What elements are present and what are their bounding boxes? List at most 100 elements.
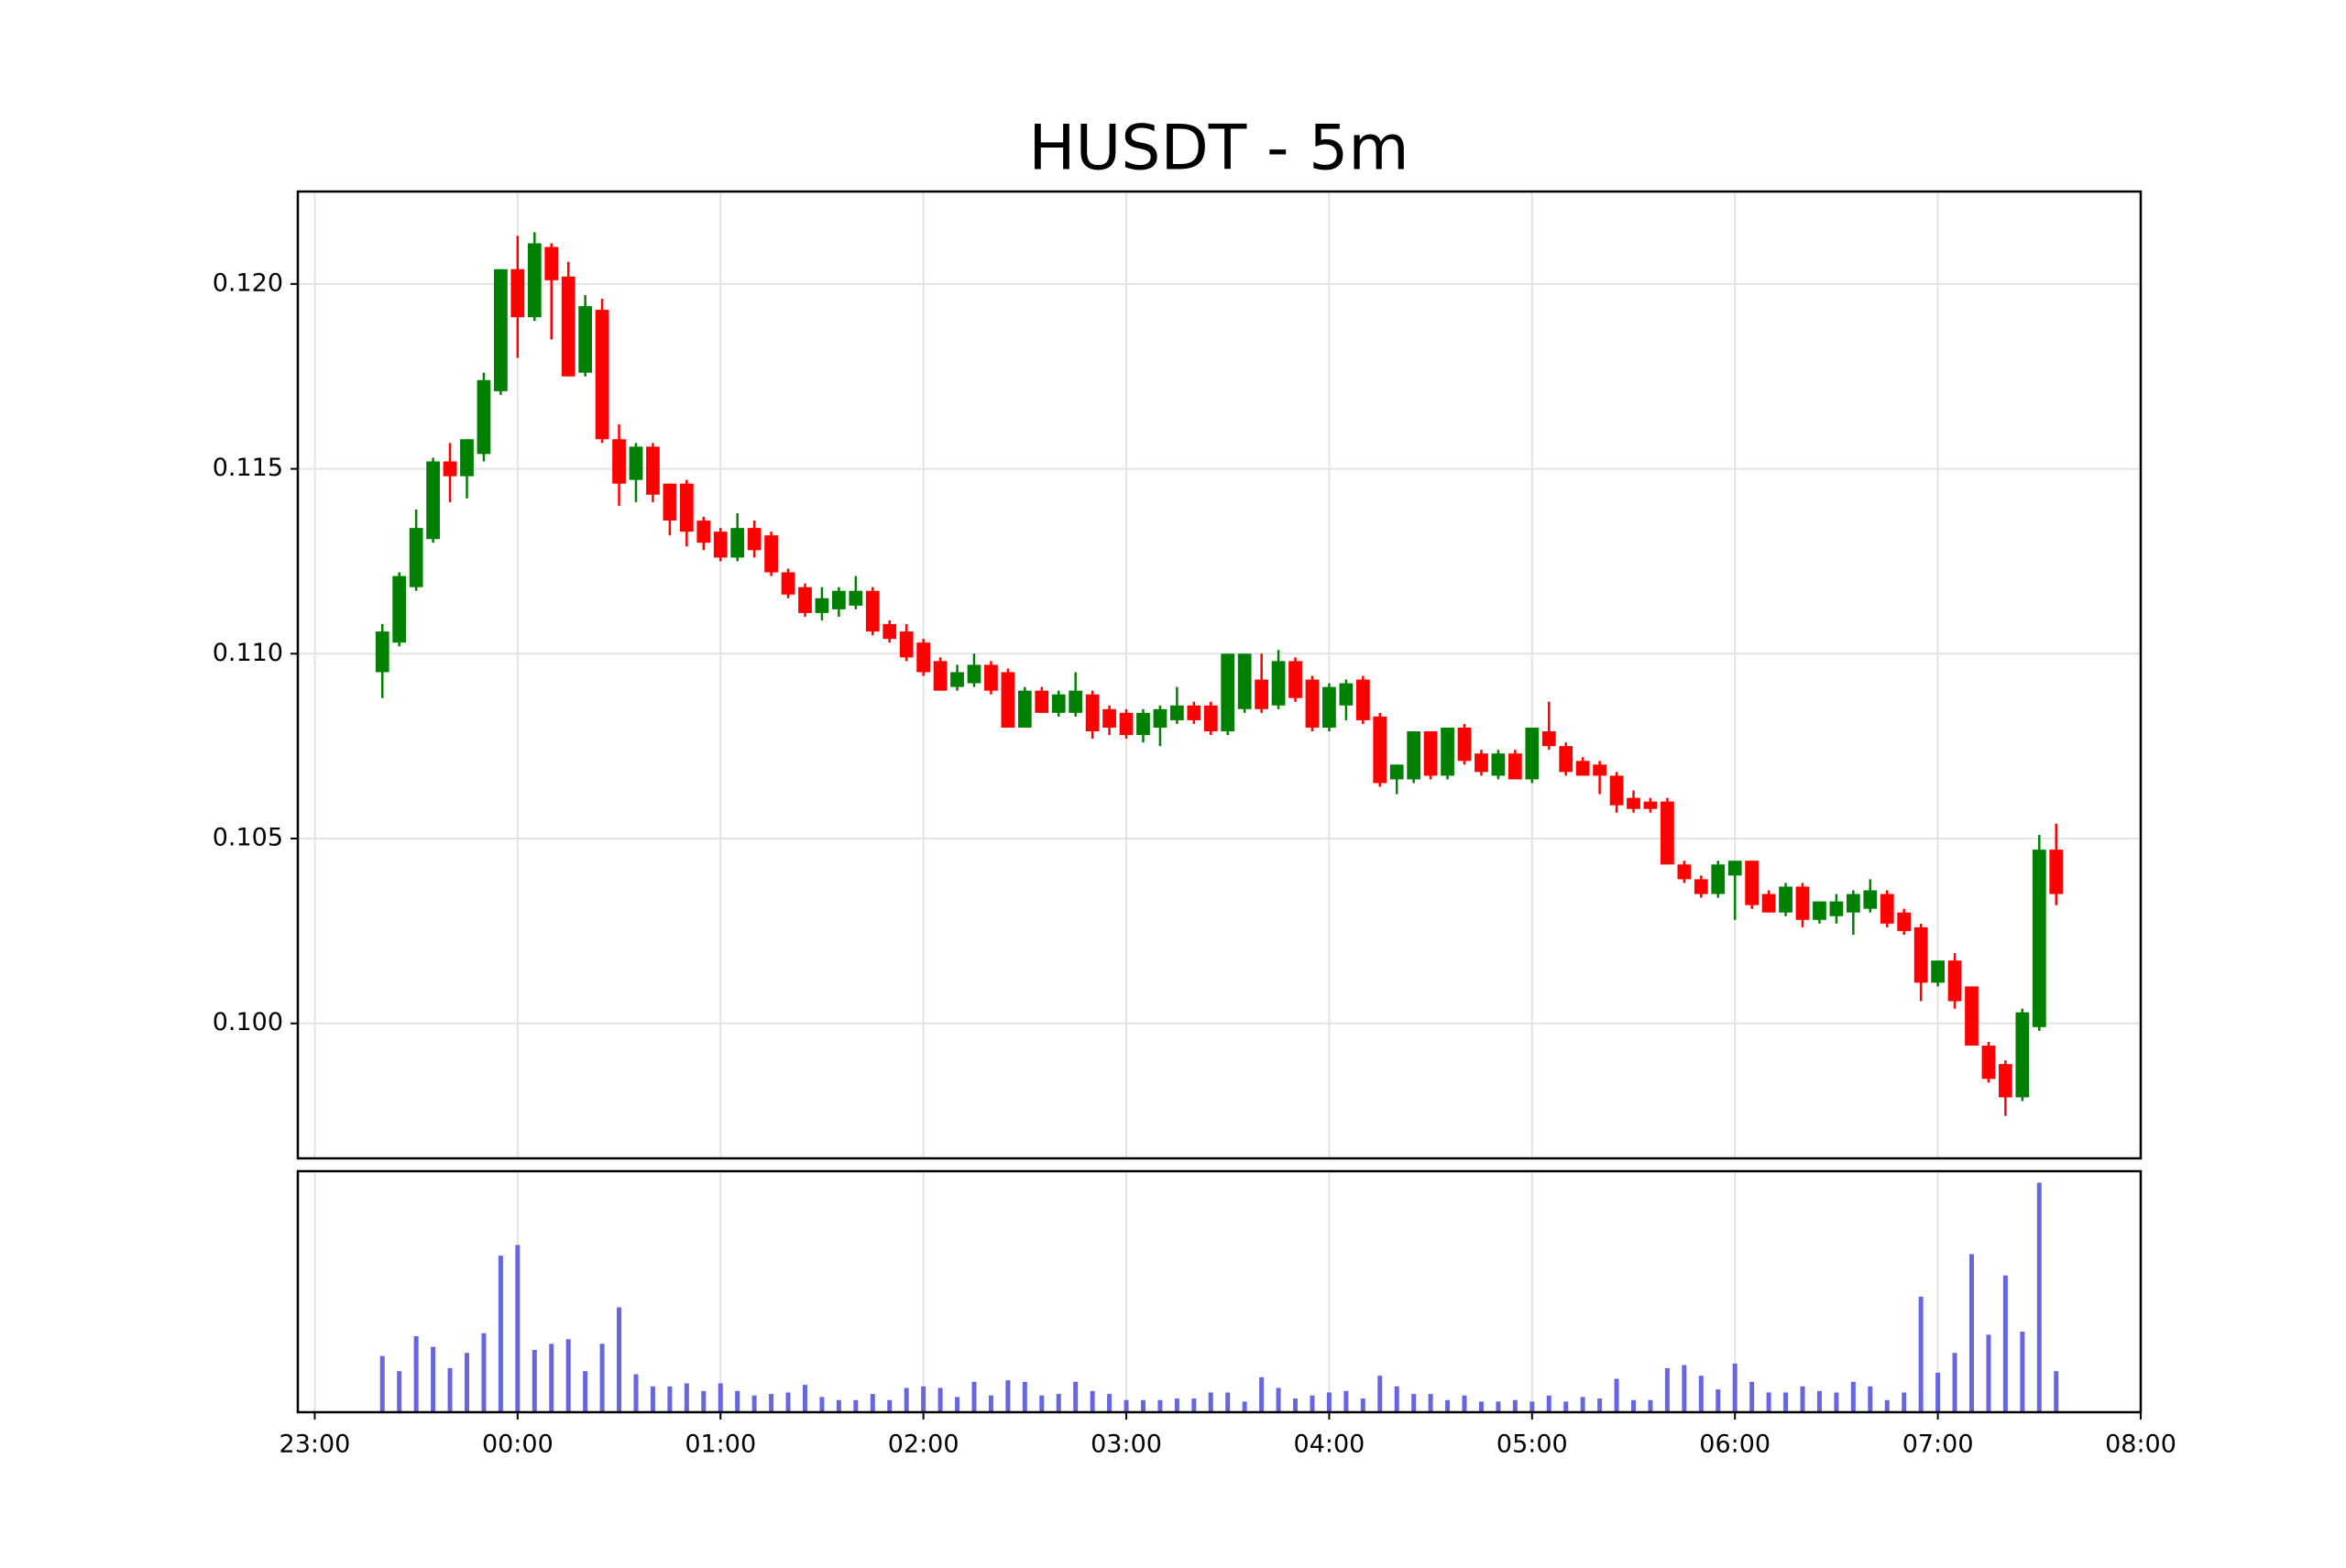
candle-body bbox=[832, 590, 846, 609]
candle-body bbox=[629, 446, 643, 480]
x-tick-label: 06:00 bbox=[1699, 1431, 1770, 1459]
volume-bar bbox=[937, 1387, 943, 1412]
volume-bar bbox=[2020, 1332, 2025, 1412]
volume-bar bbox=[1766, 1392, 1771, 1412]
volume-bar bbox=[1868, 1386, 1873, 1412]
candle-body bbox=[1677, 864, 1692, 880]
volume-bar bbox=[464, 1353, 469, 1412]
candle-body bbox=[1779, 886, 1792, 913]
x-tick-label: 08:00 bbox=[2105, 1431, 2176, 1459]
candle-body bbox=[494, 269, 508, 391]
volume-bar bbox=[785, 1392, 791, 1412]
volume-bar bbox=[1563, 1401, 1569, 1412]
candle-body bbox=[781, 572, 795, 595]
candle-body bbox=[426, 461, 440, 540]
candle-body bbox=[1913, 927, 1928, 983]
volume-bar bbox=[1411, 1394, 1417, 1412]
candle-body bbox=[1525, 727, 1540, 780]
volume-bar bbox=[1749, 1381, 1755, 1412]
candle-body bbox=[1727, 861, 1742, 876]
candle-body bbox=[477, 379, 491, 455]
candle-body bbox=[1981, 1045, 1996, 1080]
volume-bar bbox=[1208, 1392, 1213, 1412]
candle-body bbox=[561, 276, 576, 377]
candle-body bbox=[460, 439, 474, 477]
volume-bar bbox=[650, 1386, 655, 1412]
candle-body bbox=[1389, 764, 1404, 780]
volume-bar bbox=[1259, 1376, 1265, 1412]
candle-body bbox=[1863, 890, 1878, 909]
candle-body bbox=[612, 439, 626, 484]
x-tick-label: 02:00 bbox=[888, 1431, 959, 1459]
candle-body bbox=[1609, 775, 1624, 806]
candle-body bbox=[1931, 960, 1945, 983]
volume-bar bbox=[1800, 1386, 1805, 1412]
candle-body bbox=[747, 528, 762, 551]
volume-bar bbox=[1648, 1399, 1653, 1412]
candle-body bbox=[1221, 653, 1235, 732]
volume-bar bbox=[447, 1367, 453, 1412]
volume-bar bbox=[1664, 1367, 1670, 1412]
volume-bar bbox=[701, 1390, 707, 1412]
candle-body bbox=[1102, 708, 1116, 728]
volume-bar bbox=[921, 1386, 926, 1412]
volume-bar bbox=[988, 1395, 993, 1412]
candle-body bbox=[443, 461, 457, 477]
candle-body bbox=[527, 243, 542, 318]
candle-body bbox=[1813, 901, 1826, 920]
grid bbox=[298, 192, 2142, 1412]
volume-bar bbox=[583, 1371, 588, 1412]
volume-bar bbox=[1073, 1381, 1079, 1412]
candle-body bbox=[2049, 850, 2064, 894]
candle-body bbox=[1457, 727, 1472, 762]
volume-bar bbox=[2036, 1182, 2042, 1412]
volume-bar bbox=[1850, 1381, 1856, 1412]
volume-bar bbox=[1428, 1394, 1433, 1412]
candle-body bbox=[646, 446, 660, 495]
candle-body bbox=[1407, 731, 1421, 780]
candle-body bbox=[764, 535, 778, 573]
volume-bar bbox=[549, 1343, 554, 1412]
price-frame bbox=[296, 190, 2143, 1160]
volume-bar bbox=[1310, 1395, 1315, 1412]
volume-bar bbox=[870, 1394, 875, 1412]
volume-bar bbox=[1157, 1399, 1163, 1412]
volume-bar bbox=[1969, 1254, 1975, 1412]
volume-bar bbox=[819, 1397, 825, 1412]
volume-bar bbox=[1225, 1392, 1231, 1412]
candle-body bbox=[1322, 686, 1336, 728]
volume-bar bbox=[1682, 1365, 1687, 1412]
candle-body bbox=[1745, 861, 1760, 905]
candle-body bbox=[578, 306, 593, 373]
volume-bar bbox=[633, 1374, 639, 1412]
candle-body bbox=[1795, 886, 1810, 920]
candle-body bbox=[950, 672, 964, 687]
candle-body bbox=[1237, 653, 1252, 709]
candle-body bbox=[1085, 694, 1100, 732]
volume-bar bbox=[802, 1385, 807, 1412]
candle-body bbox=[1880, 894, 1894, 924]
x-tick-label: 03:00 bbox=[1091, 1431, 1162, 1459]
candle-body bbox=[510, 269, 525, 318]
volume-bar bbox=[1952, 1353, 1957, 1412]
volume-bar bbox=[397, 1371, 402, 1412]
volume-frame bbox=[296, 1169, 2143, 1414]
candle-body bbox=[696, 521, 711, 543]
volume-bar bbox=[1174, 1398, 1179, 1412]
volume-bar bbox=[1445, 1399, 1451, 1412]
candle-body bbox=[899, 631, 914, 658]
volume-bar bbox=[1834, 1392, 1839, 1412]
y-tick-label: 0.100 bbox=[213, 1008, 283, 1036]
candle-body bbox=[1373, 716, 1387, 784]
candle-body bbox=[730, 528, 745, 558]
volume-bar bbox=[1124, 1399, 1129, 1412]
candle-body bbox=[595, 310, 609, 440]
candle-body bbox=[1423, 731, 1438, 776]
candle-body bbox=[1627, 797, 1640, 809]
candle-body bbox=[916, 642, 931, 673]
candle-body bbox=[798, 587, 812, 613]
volume-bar bbox=[1783, 1392, 1789, 1412]
volume-bar bbox=[1918, 1296, 1924, 1412]
candle-body bbox=[1965, 986, 1979, 1046]
